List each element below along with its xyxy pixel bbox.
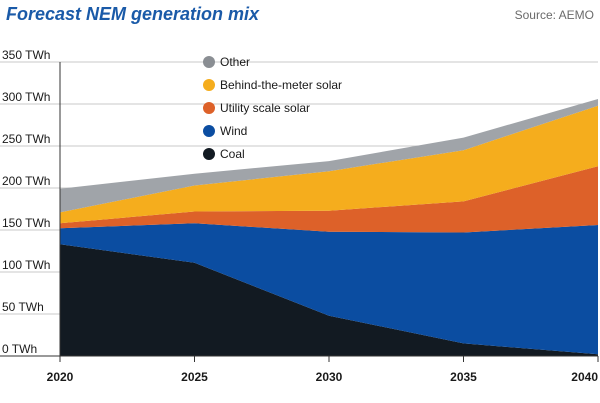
x-tick-label-2035: 2035 bbox=[450, 370, 477, 384]
axes-group bbox=[0, 62, 599, 362]
legend: Other Behind-the-meter solar Utility scale… bbox=[203, 55, 342, 161]
legend-marker-behind-the-meter-solar bbox=[203, 79, 215, 91]
x-tick-labels: 2020 2025 2030 2035 2040 bbox=[47, 370, 599, 384]
legend-marker-utility-scale-solar bbox=[203, 102, 215, 114]
y-tick-label-250: 250 TWh bbox=[2, 132, 50, 146]
y-tick-label-350: 350 TWh bbox=[2, 48, 50, 62]
y-tick-label-100: 100 TWh bbox=[2, 258, 50, 272]
legend-label-other: Other bbox=[220, 55, 250, 69]
area-coal bbox=[60, 244, 598, 356]
legend-marker-coal bbox=[203, 148, 215, 160]
x-tick-label-2030: 2030 bbox=[316, 370, 343, 384]
x-tick-label-2025: 2025 bbox=[181, 370, 208, 384]
legend-label-wind: Wind bbox=[220, 124, 247, 138]
legend-label-coal: Coal bbox=[220, 147, 245, 161]
area-series-group bbox=[60, 99, 598, 356]
area-utility-scale-solar bbox=[60, 166, 598, 233]
y-tick-label-300: 300 TWh bbox=[2, 90, 50, 104]
legend-marker-other bbox=[203, 56, 215, 68]
x-tick-label-2040: 2040 bbox=[571, 370, 598, 384]
area-other bbox=[60, 99, 598, 213]
area-behind-the-meter-solar bbox=[60, 105, 598, 224]
y-tick-label-50: 50 TWh bbox=[2, 300, 44, 314]
source-note: Source: AEMO bbox=[514, 8, 594, 22]
y-tick-label-200: 200 TWh bbox=[2, 174, 50, 188]
y-tick-labels: 0 TWh 50 TWh 100 TWh 150 TWh 200 TWh 250 TWh 3… bbox=[2, 48, 50, 356]
y-tick-label-0: 0 TWh bbox=[2, 342, 37, 356]
legend-marker-wind bbox=[203, 125, 215, 137]
y-tick-label-150: 150 TWh bbox=[2, 216, 50, 230]
legend-label-utility-scale-solar: Utility scale solar bbox=[220, 101, 310, 115]
legend-label-behind-the-meter-solar: Behind-the-meter solar bbox=[220, 78, 342, 92]
chart-title: Forecast NEM generation mix bbox=[6, 4, 260, 24]
x-tick-label-2020: 2020 bbox=[47, 370, 74, 384]
area-wind bbox=[60, 223, 598, 355]
